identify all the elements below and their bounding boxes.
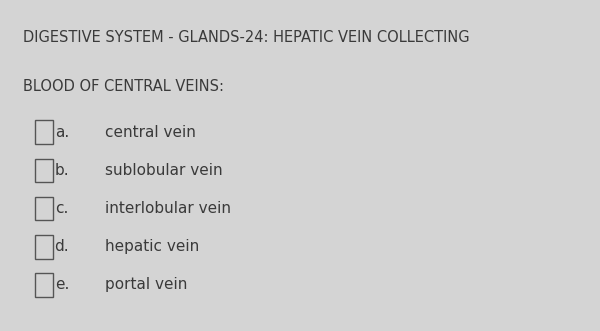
FancyBboxPatch shape (35, 273, 53, 297)
Text: BLOOD OF CENTRAL VEINS:: BLOOD OF CENTRAL VEINS: (23, 79, 224, 94)
Text: b.: b. (55, 163, 69, 178)
FancyBboxPatch shape (35, 235, 53, 259)
Text: e.: e. (55, 277, 69, 292)
Text: hepatic vein: hepatic vein (105, 239, 199, 254)
FancyBboxPatch shape (35, 197, 53, 220)
FancyBboxPatch shape (35, 159, 53, 182)
Text: DIGESTIVE SYSTEM - GLANDS-24: HEPATIC VEIN COLLECTING: DIGESTIVE SYSTEM - GLANDS-24: HEPATIC VE… (23, 30, 469, 45)
Text: a.: a. (55, 125, 69, 140)
FancyBboxPatch shape (35, 120, 53, 144)
Text: d.: d. (55, 239, 69, 254)
Text: c.: c. (56, 201, 69, 216)
Text: portal vein: portal vein (105, 277, 187, 292)
Text: interlobular vein: interlobular vein (105, 201, 231, 216)
Text: sublobular vein: sublobular vein (105, 163, 223, 178)
Text: central vein: central vein (105, 125, 196, 140)
